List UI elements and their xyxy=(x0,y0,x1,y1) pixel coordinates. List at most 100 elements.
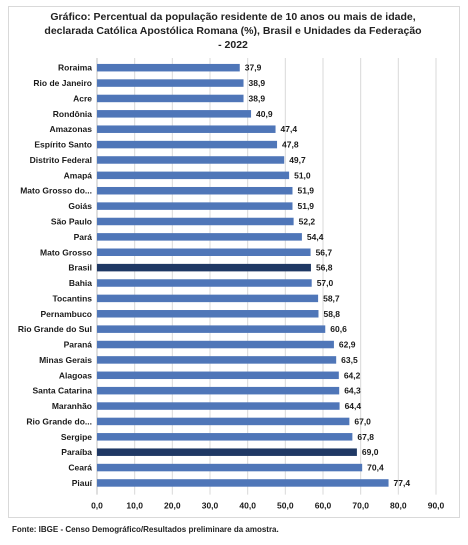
value-label: 67,0 xyxy=(354,416,371,426)
value-label: 38,9 xyxy=(249,78,266,88)
bar xyxy=(97,171,290,180)
chart-title: Gráfico: Percentual da população residen… xyxy=(10,10,456,52)
category-label: Mato Grosso do... xyxy=(20,186,92,196)
category-label: Espírito Santo xyxy=(34,140,92,150)
value-label: 52,2 xyxy=(299,216,316,226)
bar xyxy=(97,263,311,272)
x-tick-label: 70,0 xyxy=(352,501,369,511)
value-label: 49,7 xyxy=(289,155,306,165)
x-tick-label: 50,0 xyxy=(277,501,294,511)
bar xyxy=(97,310,319,318)
category-label: Minas Gerais xyxy=(39,355,92,365)
bar xyxy=(97,110,252,118)
category-label: Mato Grosso xyxy=(40,247,92,257)
bar xyxy=(97,294,319,303)
bar xyxy=(97,386,340,395)
bar xyxy=(97,448,357,456)
bar xyxy=(97,94,244,103)
value-label: 77,4 xyxy=(394,478,411,488)
value-label: 64,3 xyxy=(344,386,361,396)
value-label: 47,4 xyxy=(281,124,298,134)
bar xyxy=(97,356,337,364)
category-label: Acre xyxy=(73,93,92,103)
bar xyxy=(97,325,326,333)
category-label: Roraima xyxy=(58,63,92,73)
x-tick-label: 90,0 xyxy=(428,501,445,511)
bar xyxy=(97,248,311,256)
category-label: Distrito Federal xyxy=(30,155,92,165)
bar xyxy=(97,217,294,226)
x-tick-label: 60,0 xyxy=(315,501,332,511)
value-label: 57,0 xyxy=(317,278,334,288)
bar xyxy=(97,140,278,149)
category-label: Amazonas xyxy=(49,124,92,134)
bar xyxy=(97,402,340,410)
value-label: 63,5 xyxy=(341,355,358,365)
value-label: 69,0 xyxy=(362,447,379,457)
bar xyxy=(97,463,363,472)
value-label: 51,9 xyxy=(297,186,314,196)
bar xyxy=(97,125,276,133)
chart-title-line-1: Gráfico: Percentual da população residen… xyxy=(50,11,416,23)
category-label: Sergipe xyxy=(61,432,92,442)
value-label: 60,6 xyxy=(330,324,347,334)
value-label: 37,9 xyxy=(245,63,262,73)
x-tick-label: 40,0 xyxy=(239,501,256,511)
bar xyxy=(97,79,244,87)
x-tick-label: 30,0 xyxy=(202,501,219,511)
x-tick-label: 20,0 xyxy=(164,501,181,511)
value-label: 38,9 xyxy=(249,93,266,103)
bar xyxy=(97,340,334,349)
value-label: 70,4 xyxy=(367,463,384,473)
value-label: 58,8 xyxy=(323,309,340,319)
bar xyxy=(97,417,350,426)
bar xyxy=(97,433,353,441)
category-label: Piauí xyxy=(72,478,93,488)
category-label: Tocantins xyxy=(52,293,92,303)
category-label: Brasil xyxy=(68,263,92,273)
category-label: Rio de Janeiro xyxy=(33,78,92,88)
value-label: 40,9 xyxy=(256,109,273,119)
category-label: Paraíba xyxy=(61,447,92,457)
value-label: 54,4 xyxy=(307,232,324,242)
chart-frame xyxy=(8,6,460,518)
x-tick-label: 0,0 xyxy=(91,501,103,511)
value-label: 51,0 xyxy=(294,170,311,180)
value-label: 56,7 xyxy=(316,247,333,257)
category-label: Amapá xyxy=(64,170,93,180)
category-label: Alagoas xyxy=(59,370,92,380)
bar xyxy=(97,371,339,380)
value-label: 67,8 xyxy=(357,432,374,442)
category-label: Ceará xyxy=(68,463,92,473)
category-label: Rio Grande do... xyxy=(26,416,92,426)
category-label: Rio Grande do Sul xyxy=(18,324,92,334)
x-tick-label: 10,0 xyxy=(126,501,143,511)
chart-title-line-2: declarada Católica Apostólica Romana (%)… xyxy=(44,25,422,37)
bar xyxy=(97,156,285,164)
bar xyxy=(97,63,240,72)
bar xyxy=(97,479,389,487)
value-label: 62,9 xyxy=(339,340,356,350)
bar xyxy=(97,279,312,287)
category-label: Goiás xyxy=(68,201,92,211)
category-label: Pernambuco xyxy=(41,309,93,319)
value-label: 47,8 xyxy=(282,140,299,150)
bar xyxy=(97,233,302,241)
chart-title-line-3: - 2022 xyxy=(218,39,248,51)
category-label: Bahia xyxy=(69,278,92,288)
bar xyxy=(97,186,293,195)
category-label: Maranhão xyxy=(52,401,92,411)
source-note: Fonte: IBGE - Censo Demográfico/Resultad… xyxy=(12,525,279,534)
category-label: Rondônia xyxy=(53,109,92,119)
category-label: Pará xyxy=(74,232,93,242)
category-label: Paraná xyxy=(64,340,93,350)
value-label: 58,7 xyxy=(323,293,340,303)
bar xyxy=(97,202,293,210)
value-label: 64,2 xyxy=(344,370,361,380)
category-label: Santa Catarina xyxy=(32,386,92,396)
category-label: São Paulo xyxy=(51,216,92,226)
value-label: 56,8 xyxy=(316,263,333,273)
value-label: 64,4 xyxy=(345,401,362,411)
x-tick-label: 80,0 xyxy=(390,501,407,511)
